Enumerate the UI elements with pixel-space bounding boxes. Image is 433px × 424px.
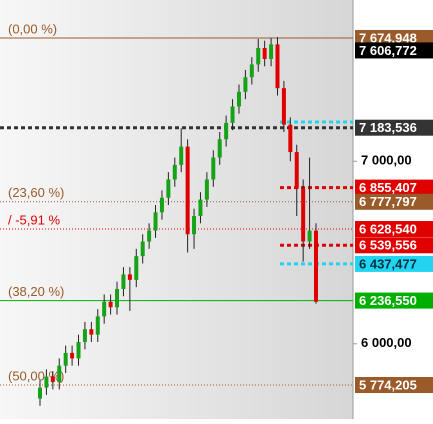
y-tick-label: 7 000,00 xyxy=(361,153,412,168)
candle-body xyxy=(288,124,293,153)
price-label: 6 539,556 xyxy=(359,238,417,253)
candle-body xyxy=(147,230,152,242)
candle-body xyxy=(102,301,107,317)
price-label: 6 777,797 xyxy=(359,194,417,209)
price-label: 7 606,772 xyxy=(359,43,417,58)
candle-body xyxy=(44,376,49,388)
candle-body xyxy=(269,44,274,59)
fib-label: (38,20 %) xyxy=(8,284,64,299)
candle-body xyxy=(301,188,306,242)
price-box xyxy=(355,292,433,309)
candle-body xyxy=(76,341,81,359)
price-box xyxy=(355,221,433,238)
candle-body xyxy=(249,64,254,78)
candle-body xyxy=(179,146,184,165)
price-label: 7 183,536 xyxy=(359,120,417,135)
candle-body xyxy=(192,215,197,235)
candle-body xyxy=(314,230,318,302)
fib-label: (23,60 %) xyxy=(8,185,64,200)
candle-body xyxy=(281,88,286,125)
price-box xyxy=(355,377,433,394)
candle-body xyxy=(89,329,94,335)
candle-body xyxy=(204,179,209,200)
candle-body xyxy=(115,289,120,308)
price-box xyxy=(355,193,433,210)
candle-body xyxy=(230,106,235,123)
candle-body xyxy=(159,197,164,213)
price-box xyxy=(355,255,433,272)
candle-body xyxy=(236,91,241,107)
fib-label: (0,00 %) xyxy=(8,21,57,36)
candle-body xyxy=(82,329,87,342)
candle-body xyxy=(185,146,190,235)
candle-body xyxy=(275,44,280,89)
candle-body xyxy=(108,301,113,308)
candle-body xyxy=(95,316,100,335)
candle-body xyxy=(294,152,299,189)
candle-body xyxy=(224,122,229,140)
candle-body xyxy=(134,256,139,280)
price-label: 6 236,550 xyxy=(359,293,417,308)
y-tick-label: 6 000,00 xyxy=(361,335,412,350)
candle-body xyxy=(217,139,222,158)
candle-body xyxy=(140,241,145,257)
candle-body xyxy=(243,77,248,92)
candle-body xyxy=(63,352,68,366)
fib-label: / -5,91 % xyxy=(8,212,60,227)
price-label: 6 437,477 xyxy=(359,256,417,271)
candle-body xyxy=(198,199,203,216)
candle-body xyxy=(57,365,62,383)
candle-body xyxy=(70,352,75,359)
price-box xyxy=(355,29,433,46)
candle-body xyxy=(211,157,216,180)
fib-label: (50,00 %) xyxy=(8,368,64,383)
candle-body xyxy=(38,387,42,399)
candle-body xyxy=(127,274,132,280)
price-box xyxy=(355,237,433,254)
plot-area xyxy=(0,0,353,419)
price-label: 5 774,205 xyxy=(359,377,417,392)
candle-body xyxy=(262,48,267,59)
candle-body xyxy=(172,164,177,180)
price-box xyxy=(355,119,433,136)
price-box xyxy=(355,179,433,196)
candle-body xyxy=(256,48,261,65)
price-label: 6 628,540 xyxy=(359,221,417,236)
candle-body xyxy=(121,274,126,290)
candle-body xyxy=(153,212,158,231)
price-label: 6 855,407 xyxy=(359,180,417,195)
price-box xyxy=(355,42,433,59)
candle-body xyxy=(307,230,312,242)
candle-body xyxy=(166,179,171,198)
price-label: 7 674,948 xyxy=(359,30,417,45)
candle-body xyxy=(50,376,55,383)
